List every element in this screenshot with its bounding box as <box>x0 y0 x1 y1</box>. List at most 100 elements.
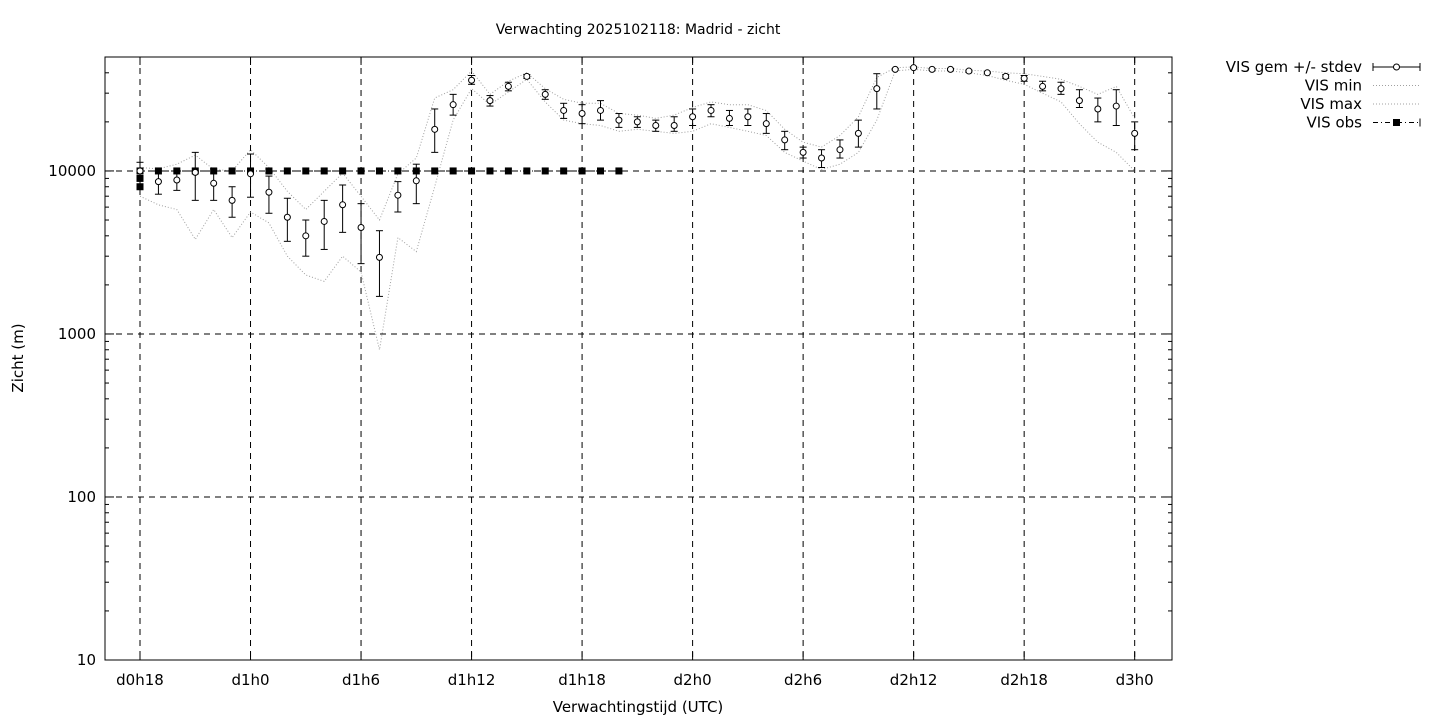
vis-mean-point <box>394 191 402 199</box>
vis-mean-point <box>523 72 531 80</box>
x-tick-label: d1h0 <box>231 671 269 689</box>
vis-mean-point <box>744 113 752 121</box>
axis-ticks <box>105 56 1172 661</box>
vis-mean-point <box>762 120 770 128</box>
vis-mean-point <box>873 85 881 93</box>
x-tick-label: d2h12 <box>890 671 938 689</box>
vis-mean-point <box>1131 129 1139 137</box>
vis-obs-point <box>283 167 291 175</box>
legend-label: VIS min <box>1305 77 1362 95</box>
vis-mean-point <box>431 125 439 133</box>
vis-min-line <box>139 68 1136 350</box>
vis-obs-point <box>320 167 328 175</box>
x-tick-label: d2h6 <box>784 671 822 689</box>
vis-mean-point <box>965 67 973 75</box>
x-tick-label: d2h0 <box>674 671 712 689</box>
x-tick-label: d1h6 <box>342 671 380 689</box>
vis-mean-point <box>854 129 862 137</box>
vis-mean-point <box>265 188 273 196</box>
vis-mean-point <box>983 69 991 77</box>
x-tick-label: d2h18 <box>1000 671 1048 689</box>
vis-mean-point <box>173 176 181 184</box>
vis-obs-point <box>394 167 402 175</box>
x-tick-label: d1h18 <box>558 671 606 689</box>
vis-obs-point <box>560 167 568 175</box>
vis-mean-point <box>891 65 899 73</box>
vis-mean-point <box>707 106 715 114</box>
vis-obs-point <box>615 167 623 175</box>
vis-mean-point <box>818 154 826 162</box>
vis-mean-point <box>928 65 936 73</box>
vis-mean-point <box>1112 102 1120 110</box>
legend-swatch-marker <box>1393 63 1400 71</box>
vis-mean-point <box>210 179 218 187</box>
vis-mean-point <box>1057 85 1065 93</box>
y-tick-label: 100 <box>67 488 96 506</box>
vis-mean-point <box>228 196 236 204</box>
y-axis-label: Zicht (m) <box>9 323 27 392</box>
vis-mean-point <box>486 97 494 105</box>
vis-mean-point <box>357 223 365 231</box>
x-tick-label: d0h18 <box>116 671 164 689</box>
vis-mean-point <box>449 101 457 109</box>
minmax-lines <box>139 66 1136 350</box>
vis-mean-point <box>781 136 789 144</box>
vis-mean-point <box>1020 74 1028 82</box>
vis-max-line <box>139 66 1136 221</box>
vis-mean-point <box>615 116 623 124</box>
vis-obs-point <box>523 167 531 175</box>
vis-mean-point <box>136 167 144 175</box>
x-axis-label: Verwachtingstijd (UTC) <box>553 698 724 716</box>
vis-obs-point <box>468 167 476 175</box>
vis-obs-point <box>449 167 457 175</box>
vis-obs-point <box>486 167 494 175</box>
vis-mean-point <box>191 168 199 176</box>
plot-frame <box>104 56 1173 661</box>
vis-mean-point <box>597 106 604 114</box>
vis-mean-point <box>541 90 549 98</box>
vis-mean-point <box>725 114 733 122</box>
vis-obs-point <box>431 167 439 175</box>
vis-obs-point <box>302 167 310 175</box>
vis-obs-point <box>265 167 273 175</box>
vis-mean-point <box>283 213 291 221</box>
y-tick-label: 10 <box>77 651 96 669</box>
vis-obs-point <box>541 167 549 175</box>
vis-mean-point <box>468 76 476 84</box>
vis-mean-point <box>302 232 310 240</box>
gridlines <box>105 57 1172 660</box>
x-tick-labels: d0h18 d1h0 d1h6 d1h12 d1h18 d2h0 d2h6 d2h12 d2h1… <box>116 671 1154 689</box>
vis-mean-point <box>1002 72 1010 80</box>
legend-label: VIS obs <box>1307 114 1363 132</box>
vis-mean-point <box>154 178 162 186</box>
vis-obs-point <box>504 167 512 175</box>
vis-mean-point <box>1094 105 1102 113</box>
legend-swatch-marker <box>1393 119 1400 126</box>
vis-obs-point <box>136 183 144 191</box>
chart-title: Verwachting 2025102118: Madrid - zicht <box>496 22 781 38</box>
vis-obs-point <box>357 167 365 175</box>
vis-obs-point <box>228 167 236 175</box>
vis-mean-point <box>689 113 697 121</box>
vis-mean-point <box>633 118 641 126</box>
vis-mean-point <box>670 122 678 130</box>
vis-mean-point <box>320 217 328 225</box>
y-tick-label: 10000 <box>48 162 96 180</box>
vis-obs-point <box>578 167 586 175</box>
y-tick-labels: 10 100 1000 10000 <box>48 162 96 669</box>
vis-mean-point <box>836 146 844 154</box>
vis-mean-point <box>247 170 255 178</box>
vis-obs-point <box>339 167 347 175</box>
vis-obs-point <box>375 167 383 175</box>
vis-mean-point <box>578 110 586 118</box>
x-tick-label: d1h12 <box>448 671 496 689</box>
vis-mean-point <box>375 253 383 261</box>
legend-label: VIS max <box>1300 95 1362 113</box>
vis-mean-point <box>799 148 807 156</box>
vis-mean-point <box>1039 82 1047 90</box>
vis-mean-point <box>560 106 568 114</box>
vis-mean-point <box>1075 97 1083 105</box>
vis-obs-point <box>597 167 604 175</box>
